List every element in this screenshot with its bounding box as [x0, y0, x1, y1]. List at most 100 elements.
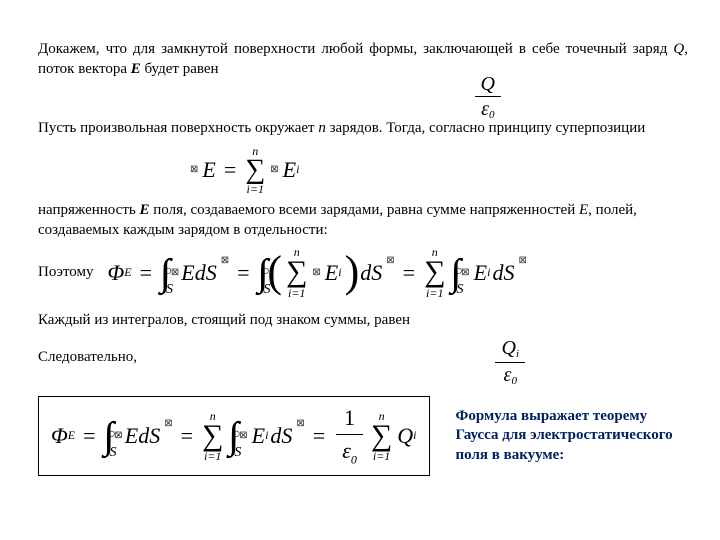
den-sub: 0 — [351, 452, 357, 466]
den: ε — [342, 438, 351, 463]
paragraph-superposition: Пусть произвольная поверхность окружает … — [38, 119, 658, 139]
text: Следовательно, — [38, 349, 137, 365]
ei: E — [283, 157, 296, 183]
equals-sign: = — [218, 157, 242, 183]
final-row: ΦE = ∫∫ ○ S ⊠ E dS ⊠ = n ∑ i=1 ∫∫ ○ S ⊠ — [38, 396, 690, 476]
int-sub: S — [234, 445, 241, 461]
closed-surface-integral: ∫∫ ○ S — [104, 417, 111, 455]
sum-bot: i=1 — [247, 183, 264, 195]
int-sub: S — [456, 282, 463, 298]
fraction-1-eps0: 1 ε0 — [334, 405, 365, 467]
phi-sub: E — [124, 265, 131, 280]
int-sub: S — [264, 282, 271, 298]
num: Q — [501, 337, 515, 359]
paragraph-each-integral: Каждый из интегралов, стоящий под знаком… — [38, 311, 690, 331]
closed-surface-integral: ∫∫ ○ S — [258, 254, 265, 292]
text: Пусть произвольная поверхность окружает — [38, 120, 318, 136]
sigma: ∑ — [245, 158, 265, 182]
num: Q — [481, 73, 495, 95]
int-circ: ○ — [454, 264, 462, 280]
den-sub: 0 — [511, 375, 517, 387]
paragraph-intro: Докажем, что для замкнутой поверхности л… — [38, 40, 688, 79]
den: ε — [481, 98, 489, 120]
text: Докажем, что для замкнутой поверхности л… — [38, 41, 673, 57]
int-circ: ○ — [164, 264, 172, 280]
phi: Φ — [51, 423, 68, 449]
gauss-theorem-box: ΦE = ∫∫ ○ S ⊠ E dS ⊠ = n ∑ i=1 ∫∫ ○ S ⊠ — [38, 396, 430, 476]
sum-symbol: n ∑ i=1 — [202, 410, 223, 463]
paragraph-field-sum: напряженность E поля, создаваемого всеми… — [38, 201, 688, 240]
int-sub: S — [166, 282, 173, 298]
paragraph-consequently: Следовательно, — [38, 348, 690, 368]
vec-marker: ⊠ — [188, 164, 200, 175]
phi-sub: E — [68, 428, 75, 443]
phi: Φ — [108, 260, 125, 286]
text: будет равен — [141, 61, 219, 77]
e: E — [181, 260, 194, 286]
text: напряженность — [38, 202, 139, 218]
s: S — [371, 260, 382, 286]
sum-symbol: n ∑ i=1 — [286, 246, 307, 299]
row-therefore: Поэтому ΦE = ∫∫ ○ S ⊠ E dS ⊠ = ∫∫ ○ S ( … — [38, 246, 690, 299]
e: E — [202, 157, 215, 183]
equals-sign: = — [397, 260, 421, 286]
num: 1 — [336, 405, 363, 435]
s: S — [149, 423, 160, 449]
sigma: ∑ — [371, 423, 392, 449]
int-circ: ○ — [108, 427, 116, 443]
vec-marker: ⊠ — [162, 418, 174, 429]
symbol-e: E — [131, 61, 141, 77]
s: S — [281, 423, 292, 449]
closed-surface-integral: ∫∫ ○ S — [450, 254, 457, 292]
symbol-q: Q — [673, 41, 684, 57]
sigma: ∑ — [424, 259, 445, 285]
symbol-e: E — [139, 202, 149, 218]
paren-right: ) — [344, 257, 361, 288]
vec-marker: ⊠ — [516, 255, 528, 266]
equation-superposition: ⊠ E = n ∑ i=1 ⊠ Ei — [188, 145, 690, 196]
sum-bot: i=1 — [426, 287, 443, 299]
text: Каждый из интегралов, стоящий под знаком… — [38, 312, 410, 328]
ei-sub: i — [296, 162, 299, 177]
fraction-q-eps0: Q ε0 — [472, 74, 504, 121]
gauss-caption: Формула выражает теорему Гаусса для элек… — [430, 407, 686, 466]
ei: E — [252, 423, 265, 449]
ei: E — [474, 260, 487, 286]
equals-sign: = — [77, 423, 101, 449]
vec-marker: ⊠ — [384, 255, 396, 266]
sigma: ∑ — [286, 259, 307, 285]
int-circ: ○ — [232, 427, 240, 443]
symbol-ei: E — [579, 202, 588, 218]
s: S — [503, 260, 514, 286]
sum-bot: i=1 — [288, 287, 305, 299]
int-circ: ○ — [262, 264, 270, 280]
equals-sign: = — [231, 260, 255, 286]
vec-marker: ⊠ — [219, 255, 231, 266]
sum-symbol: n ∑ i=1 — [245, 145, 265, 196]
equals-sign: = — [307, 423, 331, 449]
vec-marker: ⊠ — [268, 164, 280, 175]
sigma: ∑ — [202, 423, 223, 449]
sum-symbol: n ∑ i=1 — [424, 246, 445, 299]
den-sub: 0 — [489, 109, 495, 121]
text: поля, создаваемого всеми зарядами, равна… — [150, 202, 580, 218]
ei: E — [325, 260, 338, 286]
e: E — [125, 423, 138, 449]
s: S — [206, 260, 217, 286]
sum-bot: i=1 — [204, 450, 221, 462]
vec-marker: ⊠ — [310, 267, 322, 278]
symbol-n: n — [318, 120, 326, 136]
equals-sign: = — [175, 423, 199, 449]
int-sub: S — [110, 445, 117, 461]
sum-symbol: n ∑ i=1 — [371, 410, 392, 463]
num-sub: i — [516, 348, 519, 360]
label-therefore: Поэтому — [38, 264, 106, 281]
fraction-qi-eps0: Qi ε0 — [492, 338, 528, 387]
vec-marker: ⊠ — [294, 418, 306, 429]
closed-surface-integral: ∫∫ ○ S — [228, 417, 235, 455]
sum-bot: i=1 — [373, 450, 390, 462]
text: зарядов. Тогда, согласно принципу суперп… — [326, 120, 645, 136]
equals-sign: = — [134, 260, 158, 286]
ei-sub: i — [338, 265, 341, 280]
qi: Q — [397, 423, 413, 449]
